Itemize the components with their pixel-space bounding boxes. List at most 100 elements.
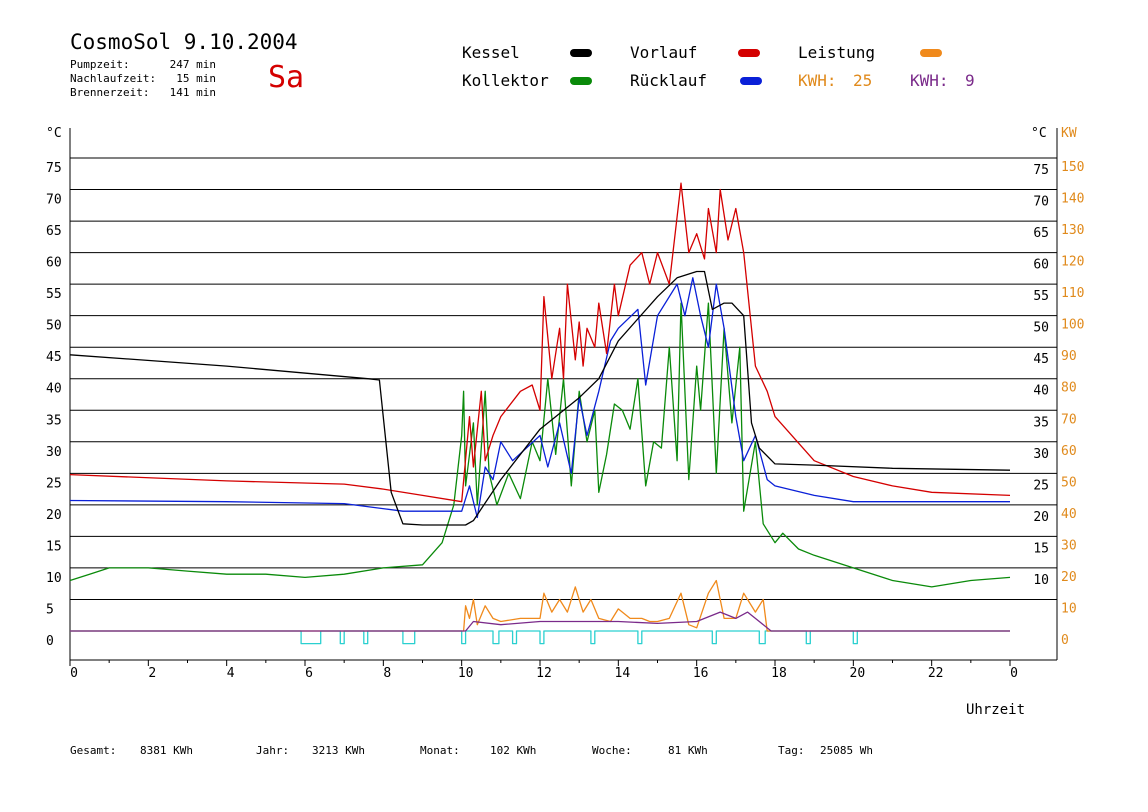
chart-grid [69,128,1058,661]
chart-ticks: 0510152025303540455055606570751015202530… [46,160,1084,681]
y-tick-kw-40: 40 [1061,507,1077,522]
y-tick-kw-20: 20 [1061,570,1077,585]
y-tick-left-20: 20 [46,508,62,523]
x-tick-12: 0 [1010,666,1018,681]
legend-swatch-vorlauf [738,49,760,57]
series-vorlauf [69,182,1011,503]
info-value-pumpzeit: 247 min [169,58,216,71]
x-tick-4: 8 [383,666,391,681]
x-tick-9: 18 [771,666,787,681]
legend-swatch-leistung [920,49,942,57]
y-tick-right-50: 50 [1033,321,1049,336]
footer-value-jahr: 3213 KWh [312,744,365,757]
y-tick-kw-50: 50 [1061,475,1077,490]
info-label-brennerzeit: Brennerzeit: [70,86,150,99]
series-kwh [70,611,1010,632]
legend-value-kwh-2: 9 [965,71,975,90]
footer-label-jahr: Jahr: [256,744,290,757]
footer-value-tag: 25085 Wh [820,744,873,757]
footer-label-gesamt: Gesamt: [70,744,117,757]
series-pumpe [70,630,1010,645]
info-label-pumpzeit: Pumpzeit: [70,58,130,71]
x-tick-1: 2 [148,666,156,681]
footer-value-gesamt: 8381 KWh [140,744,193,757]
series-leistung [70,579,1010,632]
y-tick-kw-30: 30 [1061,538,1077,553]
y-tick-right-70: 70 [1033,195,1049,210]
x-axis-label: Uhrzeit [966,702,1026,718]
y-tick-kw-90: 90 [1061,349,1077,364]
info-value-nachlaufzeit: 15 min [176,72,216,85]
y-tick-left-0: 0 [46,634,54,649]
y-tick-left-50: 50 [46,319,62,334]
x-tick-3: 6 [305,666,313,681]
y-tick-left-45: 45 [46,350,62,365]
chart-title: CosmoSol 9.10.2004 [70,30,298,54]
y-tick-left-55: 55 [46,287,62,302]
y-tick-right-75: 75 [1033,163,1049,178]
y-tick-left-5: 5 [46,602,54,617]
footer-value-monat: 102 KWh [490,744,537,757]
series-ruecklauf [69,277,1010,519]
y-tick-right-25: 25 [1033,478,1049,493]
x-tick-7: 14 [615,666,631,681]
legend-label-kwh-2: KWH: [910,71,949,90]
y-tick-left-75: 75 [46,161,62,176]
y-tick-kw-80: 80 [1061,381,1077,396]
y-tick-kw-140: 140 [1061,192,1084,207]
y-tick-right-10: 10 [1033,573,1049,588]
y-tick-left-10: 10 [46,571,62,586]
footer-value-woche: 81 KWh [668,744,708,757]
y-tick-kw-150: 150 [1061,160,1084,175]
legend-label-kollektor: Kollektor [462,71,549,90]
y-tick-kw-70: 70 [1061,412,1077,427]
series-kessel [69,270,1011,526]
y-tick-kw-10: 10 [1061,601,1077,616]
y-tick-right-15: 15 [1033,541,1049,556]
left-axis-unit: °C [46,126,62,141]
legend-swatch-kessel [570,49,592,57]
series-kollektor [69,302,1011,588]
legend-label-kessel: Kessel [462,43,520,62]
y-tick-right-55: 55 [1033,289,1049,304]
y-tick-right-20: 20 [1033,510,1049,525]
y-tick-left-35: 35 [46,413,62,428]
y-tick-right-65: 65 [1033,226,1049,241]
y-tick-left-25: 25 [46,476,62,491]
x-tick-5: 10 [458,666,474,681]
y-tick-left-40: 40 [46,382,62,397]
y-tick-right-40: 40 [1033,384,1049,399]
right-axis-kw-unit: KW [1061,126,1077,141]
y-tick-left-70: 70 [46,193,62,208]
legend-label-vorlauf: Vorlauf [630,43,698,62]
weekday-label: Sa [268,60,305,95]
legend-label-ruecklauf: Rücklauf [630,71,708,90]
footer-label-tag: Tag: [778,744,805,757]
y-tick-right-30: 30 [1033,447,1049,462]
x-tick-0: 0 [70,666,78,681]
legend-label-kwh-solar: KWH: [798,71,837,90]
footer-label-woche: Woche: [592,744,632,757]
y-tick-left-15: 15 [46,539,62,554]
legend-swatch-kollektor [570,77,592,85]
right-axis-unit: °C [1031,126,1047,141]
x-tick-8: 16 [693,666,709,681]
x-tick-11: 22 [928,666,944,681]
info-label-nachlaufzeit: Nachlaufzeit: [70,72,157,85]
y-tick-kw-120: 120 [1061,255,1084,270]
y-tick-kw-130: 130 [1061,223,1084,238]
y-tick-right-45: 45 [1033,352,1049,367]
y-tick-kw-100: 100 [1061,318,1084,333]
y-tick-left-30: 30 [46,445,62,460]
y-tick-kw-60: 60 [1061,444,1077,459]
legend-swatch-ruecklauf [740,77,762,85]
y-tick-kw-110: 110 [1061,286,1084,301]
x-tick-6: 12 [536,666,552,681]
y-tick-left-60: 60 [46,256,62,271]
y-tick-right-60: 60 [1033,258,1049,273]
y-tick-right-35: 35 [1033,415,1049,430]
x-tick-2: 4 [227,666,235,681]
info-value-brennerzeit: 141 min [169,86,216,99]
chart-lines [69,182,1011,645]
